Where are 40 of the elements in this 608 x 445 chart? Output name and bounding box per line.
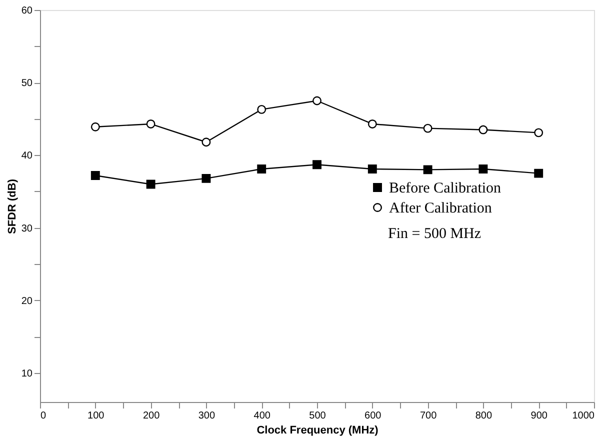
point (257, 164, 266, 174)
point (90, 171, 100, 180)
point (478, 164, 488, 174)
point (423, 124, 432, 133)
x-tick-label: 800 (475, 410, 492, 422)
x-tick-label: 300 (198, 410, 216, 422)
x-tick-label: 900 (530, 410, 548, 422)
y-tick-label: 20 (21, 296, 33, 307)
point (90, 122, 100, 132)
x-tick-label: 100 (88, 410, 105, 422)
point (257, 104, 266, 114)
y-tick-label: 50 (21, 78, 33, 90)
point (312, 160, 322, 170)
point (423, 165, 432, 174)
point (534, 128, 544, 138)
x-tick-label: 400 (254, 410, 271, 422)
point (202, 174, 211, 183)
x-tick-label: 500 (309, 410, 326, 422)
y-tick-label: 60 (21, 6, 33, 16)
legend-label: Before Calibration (389, 180, 502, 196)
y-tick-label: 30 (21, 223, 33, 234)
x-tick-label: 200 (142, 410, 160, 422)
y-tick-label: 40 (21, 150, 33, 162)
point (146, 180, 156, 189)
point (312, 96, 322, 106)
x-tick-label: 1000 (572, 410, 595, 422)
x-axis-title: Clock Frequency (MHz) (256, 424, 379, 436)
point (146, 120, 156, 128)
x-tick-label: 700 (420, 410, 438, 422)
point (478, 125, 488, 134)
y-axis-title: SFDR (dB) (6, 178, 18, 234)
x-tick-label: 0 (40, 410, 46, 422)
point (534, 168, 544, 178)
legend-label: After Calibration (389, 200, 492, 216)
y-tick-label: 10 (21, 368, 33, 380)
point (368, 120, 377, 128)
annotation: Fin = 500 MHz (388, 226, 482, 242)
x-tick-label: 600 (364, 410, 382, 422)
point (368, 164, 377, 174)
point (202, 138, 211, 147)
